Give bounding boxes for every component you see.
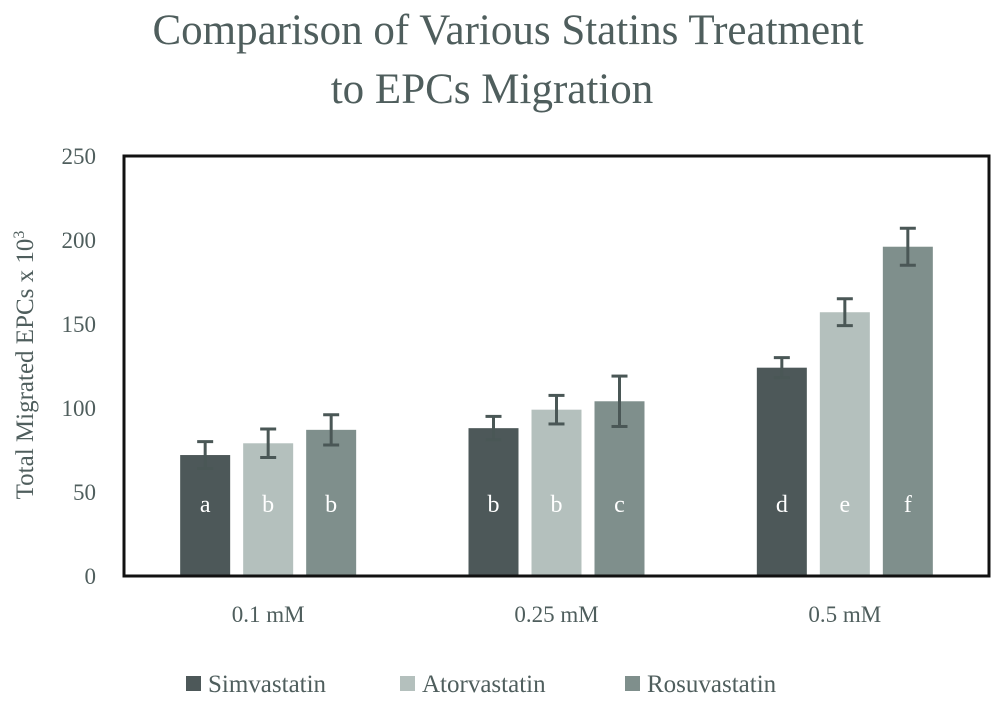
bar-simvastatin: [756, 367, 807, 576]
legend-swatch: [400, 676, 415, 691]
bar-rosuvastatin: [594, 401, 645, 576]
y-axis-label: Total Migrated EPCs x 103: [11, 231, 39, 500]
plot-frame: [122, 154, 991, 578]
significance-letter: e: [840, 492, 851, 518]
x-tick-label: 0.5 mM: [808, 602, 881, 627]
legend-item-atorvastatin: Atorvastatin: [400, 671, 546, 698]
bar-rosuvastatin: [306, 429, 357, 576]
legend: Simvastatin Atorvastatin Rosuvastatin: [186, 671, 777, 698]
legend-swatch: [186, 676, 201, 691]
y-axis-label-superscript: 3: [11, 231, 28, 239]
y-tick-label: 0: [85, 564, 97, 589]
bar-simvastatin: [180, 455, 231, 576]
significance-letter: b: [488, 492, 500, 518]
y-tick-label: 100: [62, 396, 97, 421]
x-tick-label: 0.1 mM: [232, 602, 305, 627]
significance-letter: d: [776, 492, 788, 518]
x-tick-label: 0.25 mM: [514, 602, 598, 627]
y-tick-label: 200: [62, 228, 97, 253]
bar-atorvastatin: [819, 312, 870, 576]
y-tick-label: 250: [62, 144, 97, 169]
significance-letter: f: [904, 492, 912, 518]
bar-atorvastatin: [531, 409, 582, 576]
significance-letter: b: [262, 492, 274, 518]
significance-letter: c: [614, 492, 625, 518]
y-tick-label: 150: [62, 312, 97, 337]
bar-atorvastatin: [243, 443, 294, 576]
legend-label: Simvastatin: [208, 671, 327, 698]
legend-label: Rosuvastatin: [647, 671, 777, 698]
significance-letter: b: [325, 492, 337, 518]
x-tick-labels: 0.1 mM 0.25 mM 0.5 mM: [232, 602, 882, 627]
significance-letter: a: [200, 492, 211, 518]
chart-title-line-1: Comparison of Various Statins Treatment: [152, 7, 863, 54]
legend-label: Atorvastatin: [422, 671, 546, 698]
legend-swatch: [625, 676, 640, 691]
y-ticks: 0 50 100 150 200 250: [62, 144, 97, 589]
chart-title-line-2: to EPCs Migration: [331, 66, 654, 113]
significance-letter: b: [551, 492, 563, 518]
legend-item-rosuvastatin: Rosuvastatin: [625, 671, 777, 698]
bar-simvastatin: [468, 428, 519, 576]
y-tick-label: 50: [73, 480, 96, 505]
y-axis-label-text: Total Migrated EPCs x 10: [12, 239, 39, 500]
bar-rosuvastatin: [882, 246, 933, 576]
legend-item-simvastatin: Simvastatin: [186, 671, 327, 698]
